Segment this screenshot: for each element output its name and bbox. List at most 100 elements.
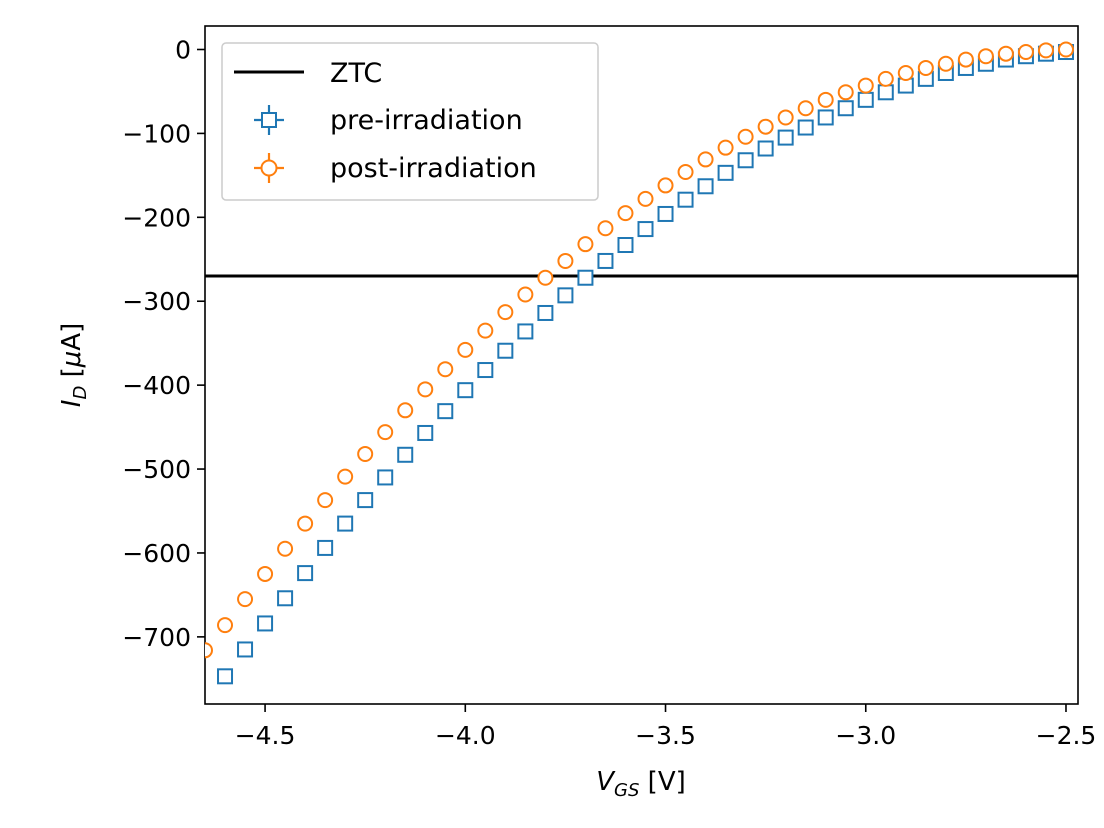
legend: ZTC pre-irradiation post-irradiation [221, 42, 599, 201]
y-tick-label: 0 [175, 35, 191, 64]
data-point-post-irradiation [857, 77, 874, 94]
x-axis-title-unit: [V] [639, 767, 685, 797]
data-point-post-irradiation [837, 84, 854, 101]
y-tick-label: −200 [122, 203, 191, 232]
data-point-pre-irradiation [457, 382, 474, 399]
legend-label-post: post-irradiation [330, 153, 537, 184]
legend-pre-marker [254, 105, 284, 135]
data-point-pre-irradiation [777, 129, 794, 146]
data-point-post-irradiation [997, 45, 1014, 62]
legend-label-pre: pre-irradiation [330, 105, 523, 136]
x-tick-label: −4.5 [235, 721, 296, 750]
x-tick-label: −3.0 [835, 721, 896, 750]
x-axis-title: VGS [V] [596, 767, 686, 801]
data-point-post-irradiation [257, 565, 274, 582]
data-point-pre-irradiation [737, 152, 754, 169]
data-point-post-irradiation [417, 381, 434, 398]
data-point-post-irradiation [557, 252, 574, 269]
data-point-post-irradiation [377, 424, 394, 441]
data-point-pre-irradiation [697, 178, 714, 195]
data-point-pre-irradiation [257, 615, 274, 632]
data-point-post-irradiation [397, 402, 414, 419]
data-point-post-irradiation [317, 492, 334, 509]
x-axis-title-subscript: GS [614, 780, 639, 801]
data-point-pre-irradiation [617, 237, 634, 254]
data-point-post-irradiation [1057, 41, 1074, 58]
data-point-post-irradiation [777, 109, 794, 126]
data-point-pre-irradiation [237, 641, 254, 658]
data-point-post-irradiation [717, 139, 734, 156]
data-point-post-irradiation [977, 48, 994, 65]
data-point-post-irradiation [897, 64, 914, 81]
y-axis-title-symbol: I [57, 400, 87, 408]
data-point-post-irradiation [205, 642, 213, 659]
data-point-pre-irradiation [317, 539, 334, 556]
y-tick-label: −700 [122, 623, 191, 652]
data-point-post-irradiation [437, 361, 454, 378]
data-point-post-irradiation [357, 445, 374, 462]
data-point-pre-irradiation [397, 446, 414, 463]
data-point-post-irradiation [597, 220, 614, 237]
data-point-post-irradiation [277, 540, 294, 557]
data-point-pre-irradiation [437, 403, 454, 420]
x-tick-label: −3.5 [635, 721, 696, 750]
data-point-pre-irradiation [717, 164, 734, 181]
y-tick-label: −400 [122, 371, 191, 400]
data-point-post-irradiation [737, 128, 754, 145]
data-point-pre-irradiation [797, 119, 814, 136]
data-point-post-irradiation [917, 59, 934, 76]
plot-area [204, 25, 1079, 705]
data-point-post-irradiation [477, 322, 494, 339]
x-tick-label: −2.5 [1036, 721, 1097, 750]
y-axis-title-subscript: D [70, 386, 91, 400]
data-point-post-irradiation [797, 100, 814, 117]
data-point-pre-irradiation [677, 191, 694, 208]
plot-frame [204, 25, 1079, 705]
data-point-pre-irradiation [537, 304, 554, 321]
ticks-layer: −4.5 −4.0 −3.5 −3.0 −2.5 0 −100 −200 −300 −400 −50… [122, 35, 1096, 750]
data-point-post-irradiation [217, 617, 234, 634]
data-point-pre-irradiation [877, 84, 894, 101]
y-axis-title-mu: μ [57, 351, 87, 369]
data-point-post-irradiation [457, 341, 474, 358]
y-tick-label: −600 [122, 539, 191, 568]
data-point-post-irradiation [237, 591, 254, 608]
y-axis-title-unit-close: A] [57, 323, 87, 351]
data-point-pre-irradiation [857, 91, 874, 108]
y-tick-label: −300 [122, 287, 191, 316]
data-point-pre-irradiation [497, 342, 514, 359]
y-axis-title: ID [μA] [57, 323, 91, 407]
data-point-pre-irradiation [417, 424, 434, 441]
data-point-post-irradiation [757, 118, 774, 135]
legend-frame [221, 42, 599, 201]
data-point-post-irradiation [677, 164, 694, 181]
legend-post-marker [254, 153, 284, 183]
data-point-pre-irradiation [517, 323, 534, 340]
data-point-pre-irradiation [217, 668, 234, 685]
y-tick-label: −500 [122, 455, 191, 484]
data-point-post-irradiation [617, 205, 634, 222]
data-point-pre-irradiation [657, 205, 674, 222]
data-point-post-irradiation [697, 151, 714, 168]
data-point-pre-irradiation [837, 100, 854, 117]
series-post-irradiation [205, 41, 1074, 659]
data-point-pre-irradiation [557, 287, 574, 304]
data-point-post-irradiation [657, 177, 674, 194]
data-point-post-irradiation [1037, 42, 1054, 59]
data-point-pre-irradiation [477, 362, 494, 379]
data-point-post-irradiation [517, 286, 534, 303]
data-point-post-irradiation [537, 269, 554, 286]
data-point-pre-irradiation [577, 269, 594, 286]
series-layer [205, 41, 1074, 685]
data-point-pre-irradiation [337, 515, 354, 532]
data-point-post-irradiation [497, 304, 514, 321]
data-point-post-irradiation [297, 515, 314, 532]
data-point-pre-irradiation [817, 109, 834, 126]
data-point-post-irradiation [877, 70, 894, 87]
y-tick-label: −100 [122, 119, 191, 148]
y-axis-title-unit-open: [ [57, 367, 87, 385]
data-point-post-irradiation [1017, 44, 1034, 61]
data-point-post-irradiation [957, 51, 974, 68]
data-point-pre-irradiation [297, 565, 314, 582]
